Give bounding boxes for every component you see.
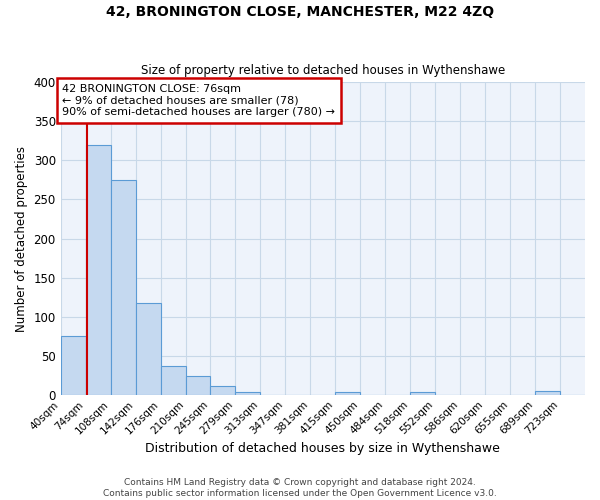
Title: Size of property relative to detached houses in Wythenshawe: Size of property relative to detached ho… (141, 64, 505, 77)
Bar (86, 145, 110, 394)
X-axis label: Distribution of detached houses by size in Wythenshawe: Distribution of detached houses by size … (145, 442, 500, 455)
Text: 42 BRONINGTON CLOSE: 76sqm
← 9% of detached houses are smaller (78)
90% of semi-: 42 BRONINGTON CLOSE: 76sqm ← 9% of detac… (62, 84, 335, 117)
Bar (61, 336, 86, 394)
Bar (535, 391, 560, 394)
Bar (335, 392, 360, 394)
Bar (410, 392, 435, 394)
Text: Contains HM Land Registry data © Crown copyright and database right 2024.
Contai: Contains HM Land Registry data © Crown c… (103, 478, 497, 498)
Bar (211, 386, 235, 394)
Bar (136, 302, 161, 394)
Y-axis label: Number of detached properties: Number of detached properties (15, 146, 28, 332)
Bar (161, 366, 185, 394)
Bar (185, 376, 211, 394)
Text: 42, BRONINGTON CLOSE, MANCHESTER, M22 4ZQ: 42, BRONINGTON CLOSE, MANCHESTER, M22 4Z… (106, 5, 494, 19)
Bar (110, 180, 136, 394)
Bar (235, 392, 260, 394)
